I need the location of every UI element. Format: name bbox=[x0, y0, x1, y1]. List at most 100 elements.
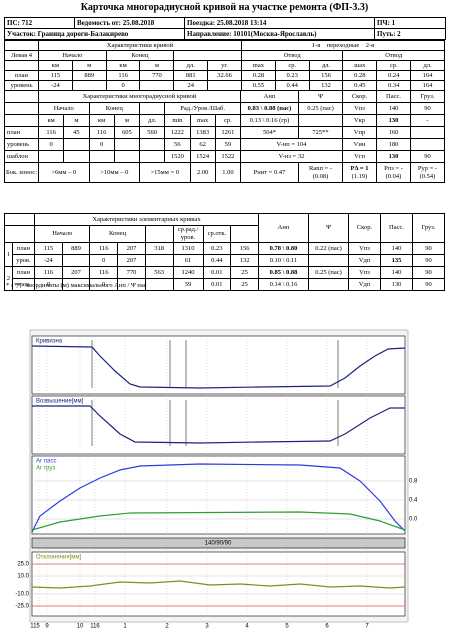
table-cell: 504* bbox=[240, 126, 299, 139]
table-row: км м км м дл. min max ср. 0.13 \ 0.16 (гр) Vкр 130… bbox=[4, 114, 445, 127]
speed-label: 140/90/90 bbox=[205, 541, 232, 547]
table-cell: Скор. bbox=[342, 90, 377, 103]
table-row: Характеристики кривой 1-я переходные 2-я bbox=[4, 40, 446, 51]
table-cell: 0.25 (пас) bbox=[298, 102, 343, 115]
header-table: ПС: 712 Ведомость от: 25.08.2018 Поездка: … bbox=[4, 17, 446, 40]
table-cell: ПС: 712 bbox=[4, 17, 75, 29]
table-cell: Путь: 2 bbox=[374, 28, 446, 40]
table-cell: Vгп bbox=[342, 150, 377, 163]
cell-text: (0.08) bbox=[312, 172, 329, 180]
table-cell bbox=[88, 150, 115, 163]
y-tick-label: 25.0 bbox=[17, 562, 29, 568]
table-cell bbox=[138, 150, 166, 163]
table-cell: 1524 bbox=[189, 150, 216, 163]
cell-text: Рур = - bbox=[417, 164, 438, 172]
x-label: 3 bbox=[205, 624, 209, 630]
curve-table: Характеристики кривой 1-я переходные 2-я … bbox=[4, 40, 446, 91]
panel bbox=[31, 395, 406, 455]
x-axis: 115 9 10 116 1 2 3 4 5 6 7 bbox=[30, 624, 369, 630]
table-cell: 116 bbox=[105, 70, 141, 81]
table-cell: Груз. bbox=[412, 213, 445, 243]
table-cell: 0.44 bbox=[274, 80, 310, 91]
table-cell: Ведомость от: 25.08.2018 bbox=[74, 17, 185, 29]
table-cell bbox=[4, 213, 35, 226]
table-cell: дл. bbox=[410, 60, 445, 71]
table-cell: шаблон bbox=[4, 150, 39, 163]
table-cell: 25 bbox=[230, 266, 259, 279]
table-cell: 1383 bbox=[189, 126, 216, 139]
table-cell bbox=[71, 80, 107, 91]
table-cell: км bbox=[88, 114, 115, 127]
table-cell: 135 bbox=[380, 254, 413, 267]
table-cell: 32.66 bbox=[207, 70, 242, 81]
table-cell: 0.13 \ 0.16 (гр) bbox=[240, 114, 299, 127]
table-cell: 1522 bbox=[214, 150, 242, 163]
table-cell: 0.01 bbox=[202, 266, 232, 279]
table-cell: 115 bbox=[38, 70, 73, 81]
table-cell: 0.14 \ 0.16 bbox=[258, 278, 309, 291]
table-cell: 156 bbox=[308, 70, 344, 81]
table-cell: 318 bbox=[144, 242, 174, 255]
table-cell: Рпз = - (0.04) bbox=[376, 162, 411, 183]
panel bbox=[31, 551, 406, 617]
table-cell bbox=[410, 138, 445, 151]
table-row: 1 план 115 889 116 207 318 1310 0.23 156 0.78 \ 0.… bbox=[4, 242, 445, 267]
table-cell: ПЧ: 1 bbox=[374, 17, 446, 29]
table-cell bbox=[138, 102, 166, 115]
table-cell: 156 bbox=[230, 242, 259, 255]
table-cell: 560 bbox=[138, 126, 166, 139]
table-cell: 889 bbox=[71, 70, 107, 81]
cell-text: 2-я bbox=[365, 41, 375, 49]
table-cell: 2.00 bbox=[189, 162, 216, 183]
table-cell: Рур = - (0.54) bbox=[410, 162, 445, 183]
table-cell: ср.отк. bbox=[202, 225, 232, 243]
table-cell: план bbox=[12, 266, 35, 279]
table-cell: уровень bbox=[4, 138, 39, 151]
table-cell bbox=[230, 225, 259, 243]
table-cell: 725** bbox=[298, 126, 343, 139]
table-cell: Бок. износ: bbox=[4, 162, 39, 183]
table-cell: 881 bbox=[173, 70, 209, 81]
table-cell bbox=[4, 90, 39, 103]
cell-text: (1.19) bbox=[351, 172, 368, 180]
table-row: уров. 0 0 59 0.01 25 0.14 \ 0.16 Vдп 130 90 bbox=[5, 278, 445, 291]
table-cell: 90 bbox=[410, 150, 445, 163]
table-cell: Начало bbox=[38, 50, 107, 61]
table-cell: Скор. bbox=[348, 213, 381, 243]
table-cell: Анп bbox=[240, 90, 299, 103]
table-cell: >10мм – 0 bbox=[88, 162, 140, 183]
x-label: 6 bbox=[325, 624, 329, 630]
table-cell: Ψ bbox=[308, 213, 349, 243]
table-cell: >6мм – 0 bbox=[38, 162, 90, 183]
table-cell: 0 bbox=[89, 254, 119, 267]
x-label: 2 bbox=[165, 624, 169, 630]
table-cell bbox=[144, 254, 174, 267]
table-cell: Рнит = 0.47 bbox=[240, 162, 299, 183]
table-cell: Пасс. bbox=[376, 90, 411, 103]
table-cell: 207 bbox=[117, 254, 146, 267]
table-cell: 0.25 (пас) bbox=[308, 266, 349, 279]
table-cell: 605 bbox=[113, 126, 141, 139]
table-cell: 770 bbox=[117, 266, 146, 279]
table-cell: 0 bbox=[88, 138, 115, 151]
table-cell bbox=[144, 225, 174, 243]
table-cell bbox=[4, 225, 35, 243]
table-row: план 115 889 116 770 881 32.66 0.28 0.23 156 0.28 0… bbox=[4, 70, 445, 81]
panel bbox=[31, 455, 406, 535]
panel-label: Возвышение[мм] bbox=[36, 399, 84, 405]
table-cell: 132 bbox=[230, 254, 259, 267]
table-cell: Левая 4 bbox=[4, 50, 39, 61]
table-cell: Конец bbox=[89, 225, 146, 243]
table-cell bbox=[113, 150, 141, 163]
elementary-curves-table: Характеристики элементарных кривых Анп Ψ Ск… bbox=[4, 213, 445, 291]
table-cell: Поездка: 25.08.2018 13:14 bbox=[184, 17, 375, 29]
table-cell: Vдп bbox=[348, 254, 381, 267]
table-cell bbox=[138, 138, 166, 151]
table-cell: max bbox=[189, 114, 216, 127]
speed-bar bbox=[31, 537, 406, 549]
table-cell bbox=[113, 138, 141, 151]
table-cell: 0.55 bbox=[240, 80, 276, 91]
table-cell: м bbox=[113, 114, 141, 127]
table-cell: план bbox=[4, 126, 39, 139]
cell-text: Рпз = - bbox=[384, 164, 403, 172]
